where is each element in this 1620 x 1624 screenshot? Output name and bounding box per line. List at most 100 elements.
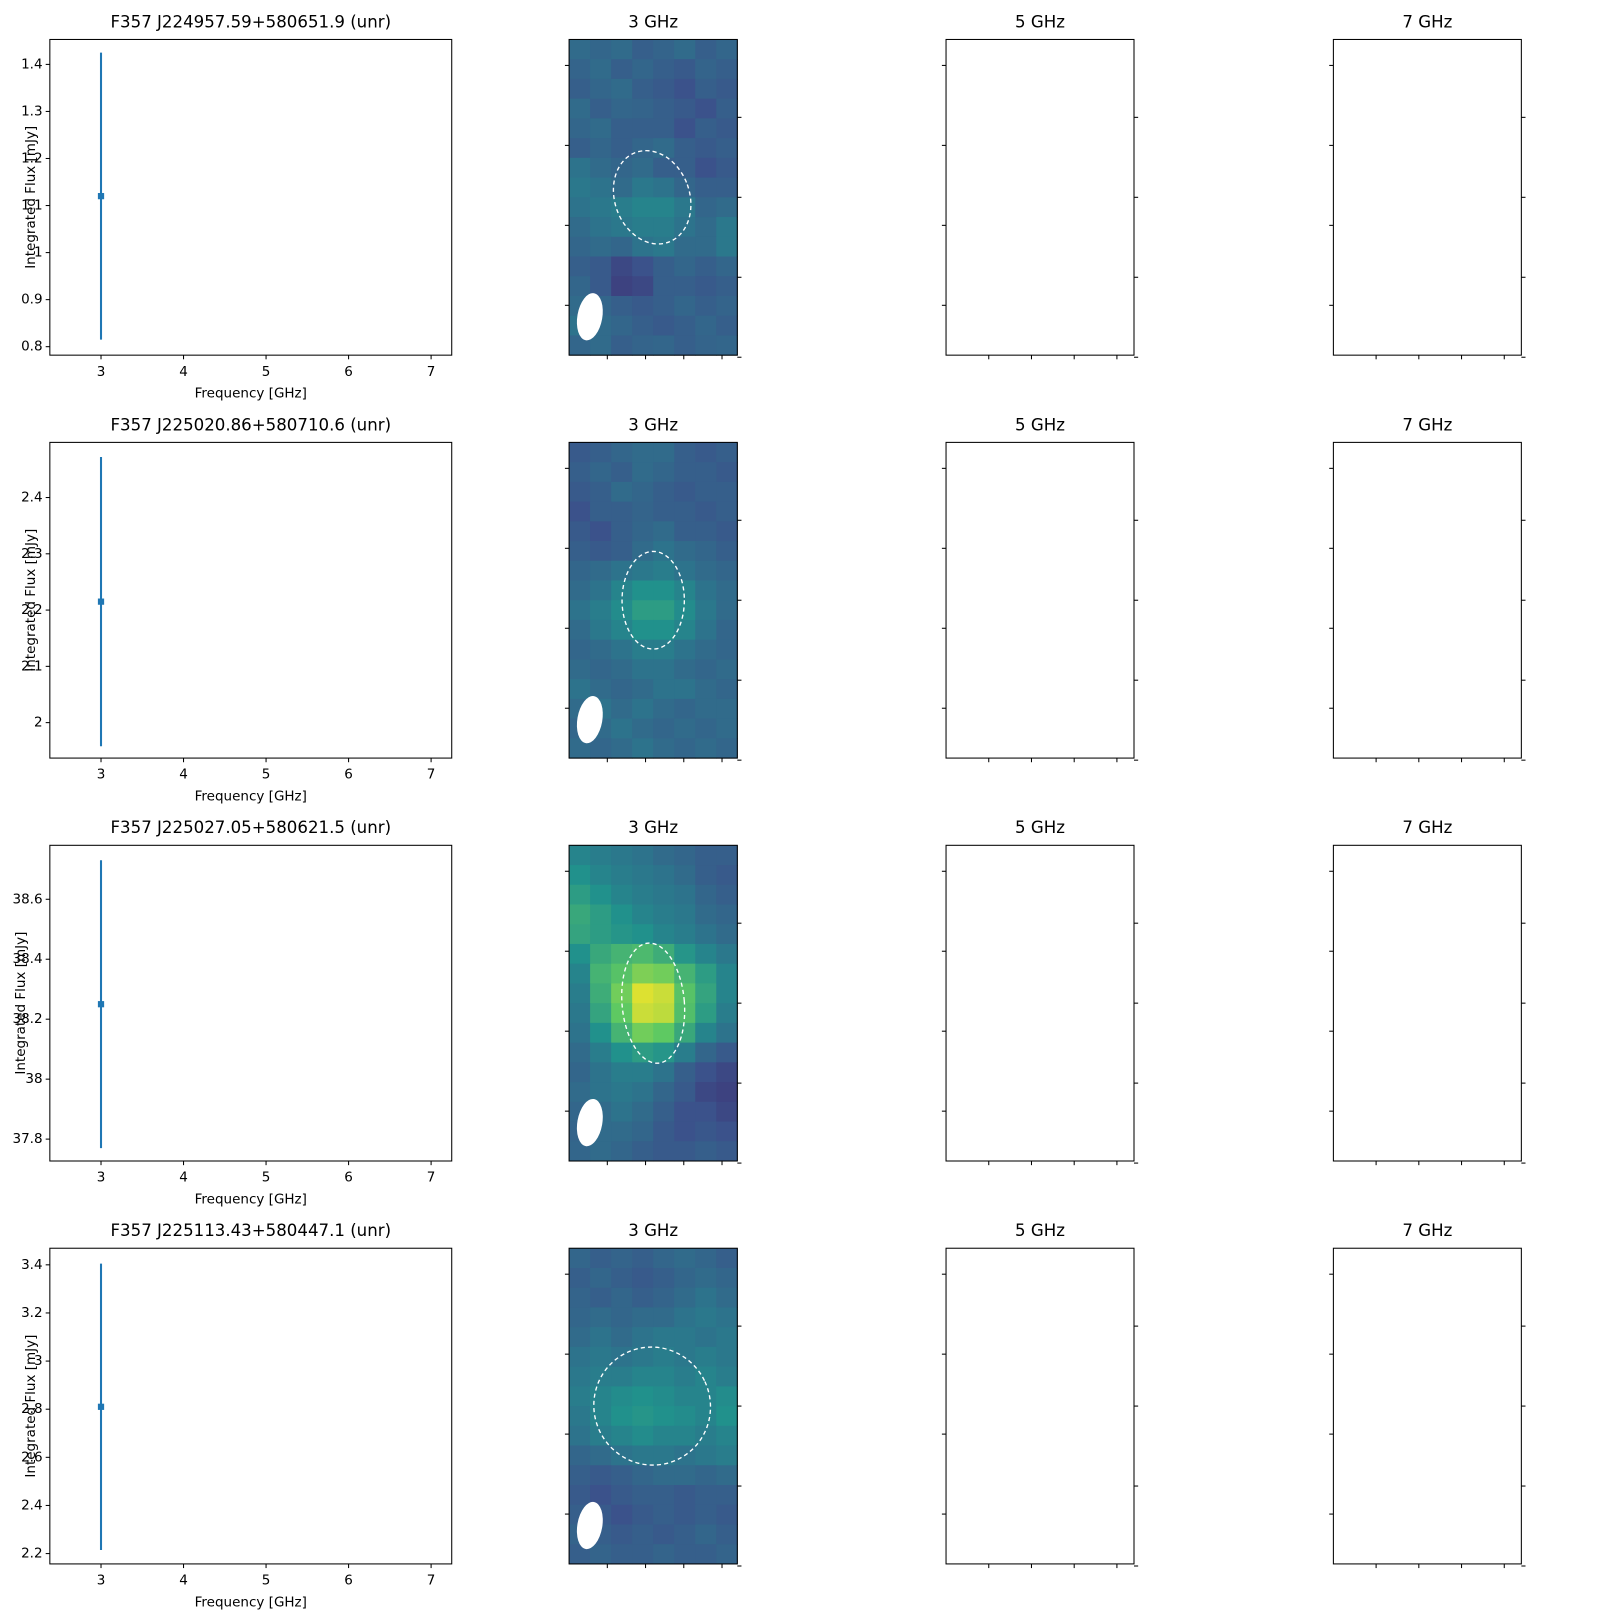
heatmap-cell — [569, 177, 591, 198]
heatmap-cell — [695, 1267, 717, 1289]
heatmap-cell — [569, 1327, 591, 1348]
heatmap-cell — [674, 177, 696, 198]
heatmap-cell — [611, 335, 633, 356]
heatmap-cell — [674, 39, 696, 60]
heatmap-cell — [695, 1101, 717, 1123]
heatmap-cell — [569, 1062, 591, 1083]
heatmap-cell — [716, 1366, 738, 1387]
heatmap-cell — [695, 39, 717, 60]
heatmap-cell — [653, 1141, 675, 1162]
heatmap-cell — [590, 1485, 612, 1506]
heatmap-cell — [611, 501, 633, 522]
heatmap-cell — [611, 1022, 633, 1044]
x-tick-label: 7 — [427, 767, 436, 783]
heatmap-cell — [653, 335, 675, 356]
heatmap-cell — [590, 580, 612, 601]
heatmap-cell — [716, 1248, 738, 1269]
x-tick-label: 6 — [344, 767, 353, 783]
heatmap-cell — [653, 1406, 675, 1427]
heatmap-cell — [653, 1003, 675, 1024]
heatmap-cell — [632, 1425, 654, 1447]
heatmap-cell — [716, 1141, 738, 1162]
heatmap-cell — [590, 1327, 612, 1348]
x-tick-label: 5 — [262, 1573, 271, 1589]
heatmap-cell — [716, 118, 738, 139]
heatmap-cell — [653, 884, 675, 906]
heatmap-cell — [695, 59, 717, 80]
heatmap-cell — [653, 1327, 675, 1348]
heatmap-cell — [611, 560, 633, 582]
heatmap-cell — [611, 1003, 633, 1024]
heatmap-cell — [653, 481, 675, 503]
heatmap-cell — [611, 1445, 633, 1466]
x-tick-label: 6 — [344, 1573, 353, 1589]
panel-frame — [1332, 441, 1522, 759]
heatmap-cell — [569, 560, 591, 582]
heatmap-cell — [716, 501, 738, 522]
heatmap-cell — [695, 943, 717, 965]
heatmap-cell — [716, 157, 738, 179]
heatmap-cell — [653, 865, 675, 886]
heatmap-cell — [653, 924, 675, 945]
heatmap-cell — [653, 217, 675, 238]
heatmap-cell — [611, 963, 633, 984]
heatmap-cell — [590, 276, 612, 297]
heatmap-cell — [653, 78, 675, 100]
heatmap-cell — [569, 1406, 591, 1427]
heatmap-cell — [674, 442, 696, 463]
heatmap-cell — [716, 865, 738, 886]
heatmap-cell — [632, 501, 654, 522]
heatmap-cell — [653, 236, 675, 258]
plot-area — [49, 1247, 453, 1565]
heatmap-cell — [653, 718, 675, 739]
heatmap-cell — [716, 462, 738, 483]
heatmap-cell — [716, 1544, 738, 1565]
heatmap-cell — [632, 541, 654, 562]
heatmap-cell — [611, 1524, 633, 1545]
heatmap-cell — [716, 1465, 738, 1486]
heatmap-cell — [590, 98, 612, 119]
heatmap-cell — [611, 1062, 633, 1083]
heatmap-cell — [569, 1267, 591, 1289]
panel-title: 3 GHz — [628, 1221, 678, 1240]
heatmap-cell — [674, 1524, 696, 1545]
heatmap-cell — [569, 1425, 591, 1447]
heatmap-cell — [695, 236, 717, 258]
source-ellipse — [612, 149, 692, 245]
heatmap-cell — [590, 59, 612, 80]
heatmap-cell — [611, 884, 633, 906]
heatmap-cell — [653, 1248, 675, 1269]
heatmap-cell — [590, 501, 612, 522]
heatmap-cell — [632, 1504, 654, 1525]
heatmap-cell — [569, 541, 591, 562]
heatmap-cell — [611, 157, 633, 179]
heatmap-cell — [569, 1346, 591, 1368]
heatmap-cell — [716, 1121, 738, 1142]
heatmap-cell — [653, 39, 675, 60]
heatmap-cell — [674, 1267, 696, 1289]
x-tick-label: 6 — [344, 364, 353, 380]
heatmap-cell — [590, 1022, 612, 1044]
panel-frame — [945, 844, 1135, 1162]
heatmap-cell — [695, 1042, 717, 1063]
heatmap-cell — [716, 904, 738, 925]
heatmap-cell — [695, 659, 717, 680]
heatmap-cell — [716, 1022, 738, 1044]
heatmap-cell — [611, 442, 633, 463]
heatmap-cell — [695, 541, 717, 562]
heatmap-cell — [569, 138, 591, 159]
heatmap-cell — [632, 560, 654, 582]
heatmap-cell — [569, 904, 591, 925]
heatmap-cell — [674, 501, 696, 522]
heatmap-cell — [632, 59, 654, 80]
data-point — [97, 193, 105, 200]
heatmap-cell — [611, 217, 633, 238]
heatmap-cell — [611, 718, 633, 739]
x-tick-label: 7 — [427, 1170, 436, 1186]
x-tick-label: 3 — [97, 1573, 106, 1589]
heatmap-cell — [674, 600, 696, 621]
heatmap-cell — [632, 295, 654, 317]
heatmap-cell — [695, 963, 717, 984]
heatmap-cell — [653, 197, 675, 218]
